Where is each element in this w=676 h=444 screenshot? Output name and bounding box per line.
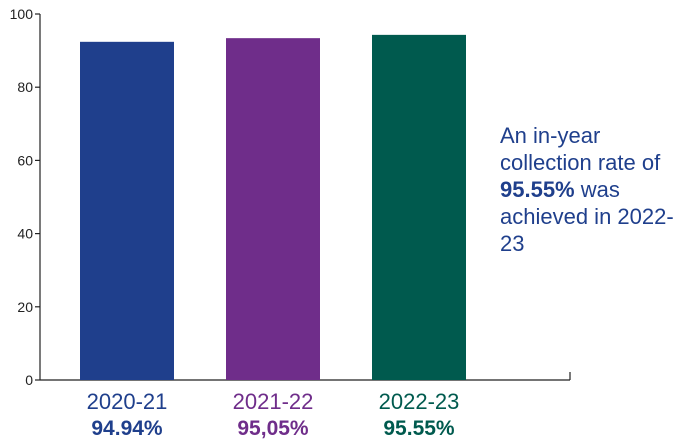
value-labels: 94.94% 95,05% 95.55% xyxy=(91,417,455,440)
bar xyxy=(226,38,320,380)
annotation-text: An in-year collection rate of 95.55% was… xyxy=(500,122,676,257)
y-tick-label: 100 xyxy=(10,6,34,22)
y-tick-label: 40 xyxy=(17,226,33,242)
category-labels: 2020-21 2021-22 2022-23 xyxy=(87,389,460,414)
y-tick-label: 80 xyxy=(17,79,33,95)
bar xyxy=(372,34,466,380)
bars xyxy=(80,34,466,380)
category-label: 2020-21 xyxy=(87,389,168,414)
y-axis: 0 20 40 60 80 100 xyxy=(10,6,41,388)
annotation-before: An in-year collection rate of xyxy=(500,123,661,175)
value-label: 94.94% xyxy=(91,417,163,440)
bar xyxy=(80,41,174,380)
annotation-highlight: 95.55% xyxy=(500,177,575,202)
y-tick-label: 20 xyxy=(17,299,33,315)
y-tick-label: 0 xyxy=(25,372,33,388)
value-label: 95,05% xyxy=(237,417,309,440)
annotation-after: was achieved in 2022-23 xyxy=(500,177,674,256)
category-label: 2022-23 xyxy=(379,389,460,414)
category-label: 2021-22 xyxy=(233,389,314,414)
value-label: 95.55% xyxy=(383,417,455,440)
y-tick-label: 60 xyxy=(17,152,33,168)
